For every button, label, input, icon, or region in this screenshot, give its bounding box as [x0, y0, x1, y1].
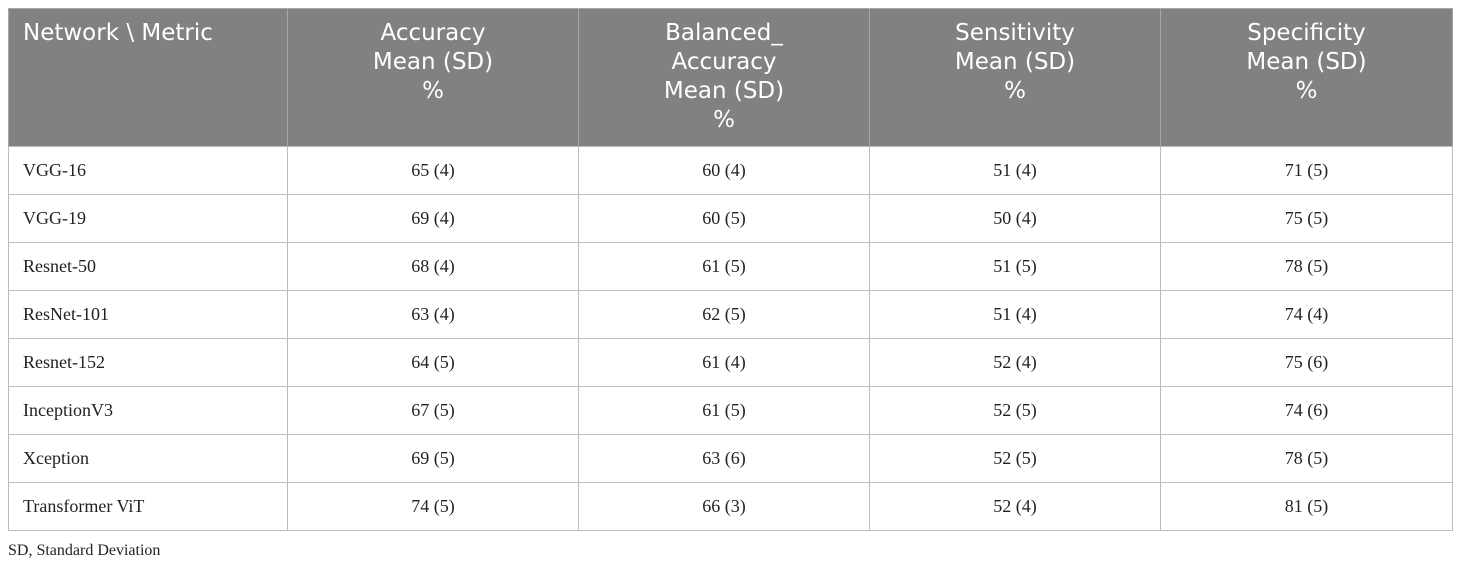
metric-value-cell: 61 (5): [578, 242, 870, 291]
table-row: VGG-19 69 (4) 60 (5) 50 (4) 75 (5): [8, 194, 1453, 243]
metric-value-cell: 78 (5): [1160, 434, 1453, 483]
network-name-cell: Resnet-152: [8, 338, 288, 387]
table-row: ResNet-101 63 (4) 62 (5) 51 (4) 74 (4): [8, 290, 1453, 339]
header-line: Mean (SD): [1246, 49, 1367, 75]
network-name-cell: InceptionV3: [8, 386, 288, 435]
metric-value-cell: 60 (4): [578, 146, 870, 195]
header-line: Accuracy: [671, 49, 777, 75]
header-line: %: [1295, 78, 1318, 104]
metric-value-cell: 74 (5): [287, 482, 579, 531]
network-name-cell: Xception: [8, 434, 288, 483]
results-table: Network \ Metric Accuracy Mean (SD)% Balanc…: [8, 8, 1453, 531]
table-row: Xception 69 (5) 63 (6) 52 (5) 78 (5): [8, 434, 1453, 483]
metric-value-cell: 67 (5): [287, 386, 579, 435]
header-row: Network \ Metric Accuracy Mean (SD)% Balanc…: [8, 8, 1453, 147]
network-name-cell: Transformer ViT: [8, 482, 288, 531]
header-balanced-accuracy: Balanced_ Accuracy Mean (SD)%: [578, 8, 870, 147]
metric-value-cell: 62 (5): [578, 290, 870, 339]
metric-value-cell: 65 (4): [287, 146, 579, 195]
header-line: %: [713, 107, 735, 133]
metric-value-cell: 75 (5): [1160, 194, 1453, 243]
metric-value-cell: 51 (5): [869, 242, 1161, 291]
metric-value-cell: 68 (4): [287, 242, 579, 291]
header-line: %: [422, 78, 444, 104]
metric-value-cell: 52 (5): [869, 434, 1161, 483]
table-body: VGG-16 65 (4) 60 (4) 51 (4) 71 (5) VGG-19 69 (…: [8, 146, 1453, 531]
metric-value-cell: 69 (5): [287, 434, 579, 483]
header-specificity: Specificity Mean (SD)%: [1160, 8, 1453, 147]
metric-value-cell: 71 (5): [1160, 146, 1453, 195]
metric-value-cell: 69 (4): [287, 194, 579, 243]
header-network-metric: Network \ Metric: [8, 8, 288, 147]
header-line: Specificity: [1247, 20, 1366, 46]
header-line: Sensitivity: [955, 20, 1075, 46]
metric-value-cell: 75 (6): [1160, 338, 1453, 387]
network-name-cell: VGG-19: [8, 194, 288, 243]
network-name-cell: Resnet-50: [8, 242, 288, 291]
header-line: %: [1004, 78, 1026, 104]
table-row: VGG-16 65 (4) 60 (4) 51 (4) 71 (5): [8, 146, 1453, 195]
header-line: Network \ Metric: [23, 20, 213, 46]
header-line: Mean (SD): [663, 78, 785, 104]
metric-value-cell: 51 (4): [869, 290, 1161, 339]
metric-value-cell: 63 (6): [578, 434, 870, 483]
metric-value-cell: 74 (6): [1160, 386, 1453, 435]
metric-value-cell: 78 (5): [1160, 242, 1453, 291]
header-line: Accuracy: [380, 20, 486, 46]
metric-value-cell: 52 (4): [869, 338, 1161, 387]
metric-value-cell: 66 (3): [578, 482, 870, 531]
metric-value-cell: 52 (5): [869, 386, 1161, 435]
metric-value-cell: 64 (5): [287, 338, 579, 387]
metric-value-cell: 51 (4): [869, 146, 1161, 195]
metric-value-cell: 74 (4): [1160, 290, 1453, 339]
metric-value-cell: 52 (4): [869, 482, 1161, 531]
metric-value-cell: 63 (4): [287, 290, 579, 339]
metric-value-cell: 81 (5): [1160, 482, 1453, 531]
table-row: Resnet-152 64 (5) 61 (4) 52 (4) 75 (6): [8, 338, 1453, 387]
results-table-container: Network \ Metric Accuracy Mean (SD)% Balanc…: [8, 8, 1453, 531]
table-row: Transformer ViT 74 (5) 66 (3) 52 (4) 81 (5): [8, 482, 1453, 531]
header-accuracy: Accuracy Mean (SD)%: [287, 8, 579, 147]
header-line: Mean (SD): [954, 49, 1076, 75]
metric-value-cell: 50 (4): [869, 194, 1161, 243]
header-line: Mean (SD): [372, 49, 494, 75]
network-name-cell: ResNet-101: [8, 290, 288, 339]
table-header: Network \ Metric Accuracy Mean (SD)% Balanc…: [8, 8, 1453, 147]
network-name-cell: VGG-16: [8, 146, 288, 195]
header-sensitivity: Sensitivity Mean (SD)%: [869, 8, 1161, 147]
metric-value-cell: 61 (5): [578, 386, 870, 435]
metric-value-cell: 61 (4): [578, 338, 870, 387]
metric-value-cell: 60 (5): [578, 194, 870, 243]
header-line: Balanced_: [665, 20, 783, 46]
table-footnote: SD, Standard Deviation: [8, 542, 161, 559]
table-row: Resnet-50 68 (4) 61 (5) 51 (5) 78 (5): [8, 242, 1453, 291]
table-row: InceptionV3 67 (5) 61 (5) 52 (5) 74 (6): [8, 386, 1453, 435]
